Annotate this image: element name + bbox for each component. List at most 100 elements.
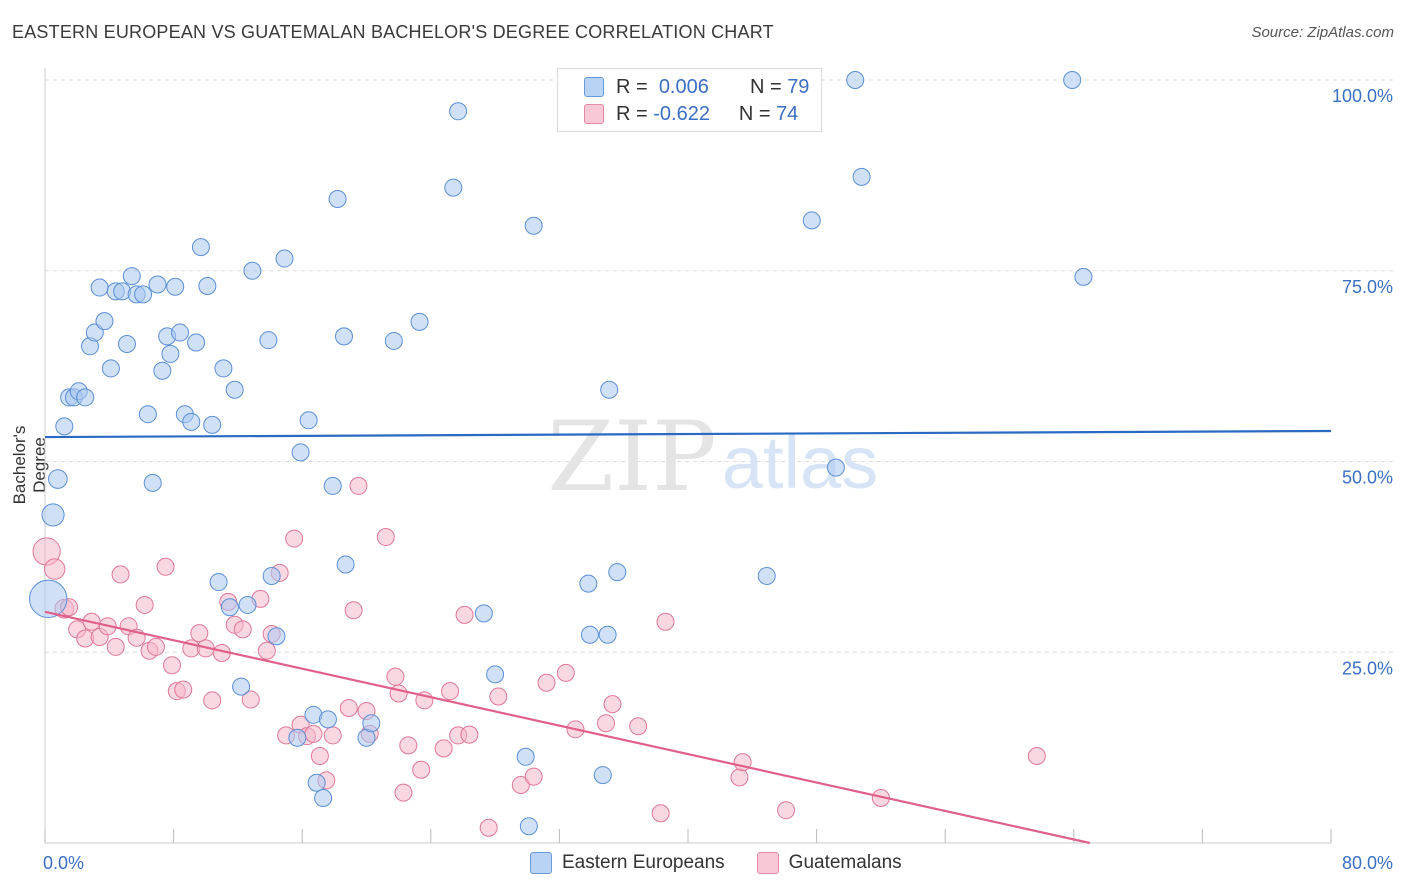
data-point xyxy=(76,388,95,407)
r-value: -0.622 xyxy=(653,102,710,125)
data-point xyxy=(90,278,109,297)
data-point xyxy=(166,277,185,296)
r-label: R = xyxy=(616,75,648,98)
data-point xyxy=(138,405,157,424)
data-point xyxy=(580,625,599,644)
source-label: Source: ZipAtlas.com xyxy=(1251,24,1394,41)
trend-line-eastern-europeans xyxy=(44,429,1332,439)
data-point xyxy=(384,331,403,350)
data-point xyxy=(524,767,543,786)
data-point xyxy=(162,656,181,675)
series-legend: Eastern Europeans Guatemalans xyxy=(530,852,934,874)
data-point xyxy=(232,677,251,696)
data-point xyxy=(349,476,368,495)
data-point xyxy=(203,691,222,710)
data-point xyxy=(777,801,796,820)
data-point xyxy=(198,277,217,296)
y-tick-label: 25.0% xyxy=(1342,658,1393,678)
y-tick-label: 50.0% xyxy=(1342,468,1393,488)
r-value: 0.006 xyxy=(658,75,709,98)
data-point xyxy=(143,473,162,492)
data-point xyxy=(434,739,453,758)
n-value: 74 xyxy=(776,102,799,125)
data-point xyxy=(243,261,262,280)
data-point xyxy=(757,566,776,585)
data-point xyxy=(275,249,294,268)
pink-swatch xyxy=(756,852,779,874)
data-point xyxy=(314,788,333,807)
guatemalans-points xyxy=(32,476,1046,837)
data-point xyxy=(598,625,617,644)
stats-legend-row-eastern: R = 0.006 N = 79 xyxy=(584,75,809,99)
data-point xyxy=(441,682,460,701)
data-point xyxy=(299,411,318,430)
eastern-europeans-points xyxy=(29,71,1093,836)
data-point xyxy=(323,726,342,745)
data-point xyxy=(101,359,120,378)
data-point xyxy=(339,698,358,717)
data-point xyxy=(135,595,154,614)
data-point xyxy=(730,768,749,787)
r-label: R = xyxy=(616,102,648,125)
n-label: N = xyxy=(749,75,782,98)
data-point xyxy=(55,417,74,436)
data-point xyxy=(474,604,493,623)
tick-labels: 100.0% 75.0% 50.0% 25.0% 0.0% 80.0% xyxy=(43,86,1393,873)
x-tick-label: 0.0% xyxy=(43,853,84,873)
data-point xyxy=(852,167,871,186)
data-point xyxy=(262,566,281,585)
data-point xyxy=(1074,267,1093,286)
data-point xyxy=(455,605,474,624)
n-label: N = xyxy=(738,102,771,125)
legend-item-guatemalans[interactable]: Guatemalans xyxy=(756,852,902,874)
data-point xyxy=(304,724,323,743)
chart-title: EASTERN EUROPEAN VS GUATEMALAN BACHELOR'… xyxy=(12,22,774,42)
data-point xyxy=(257,641,276,660)
data-point xyxy=(399,736,418,755)
data-point xyxy=(190,624,209,643)
data-point xyxy=(203,415,222,434)
data-point xyxy=(233,620,252,639)
data-point xyxy=(579,574,598,593)
data-point xyxy=(593,766,612,785)
data-point xyxy=(386,667,405,686)
data-point xyxy=(511,776,530,795)
axes xyxy=(44,68,1332,844)
data-point xyxy=(600,380,619,399)
data-point xyxy=(307,773,326,792)
legend-label: Guatemalans xyxy=(788,852,902,873)
data-point xyxy=(537,673,556,692)
data-point xyxy=(389,684,408,703)
data-point xyxy=(362,714,381,733)
data-point xyxy=(267,627,286,646)
data-point xyxy=(516,747,535,766)
data-point xyxy=(111,565,130,584)
data-point xyxy=(846,71,865,89)
data-point xyxy=(117,334,136,353)
trend-lines xyxy=(44,429,1332,845)
data-point xyxy=(182,412,201,431)
data-point xyxy=(460,725,479,744)
data-point xyxy=(651,804,670,823)
y-tick-label: 100.0% xyxy=(1332,86,1393,106)
gridlines xyxy=(45,79,1393,653)
data-point xyxy=(336,555,355,574)
data-point xyxy=(288,728,307,747)
data-point xyxy=(608,563,627,582)
data-point xyxy=(134,285,153,304)
data-point xyxy=(519,817,538,836)
legend-item-eastern-europeans[interactable]: Eastern Europeans xyxy=(530,852,725,874)
data-point xyxy=(603,695,622,714)
data-point xyxy=(29,579,68,619)
data-point xyxy=(238,595,257,614)
data-point xyxy=(285,529,304,548)
data-point xyxy=(310,747,329,766)
pink-swatch xyxy=(584,104,604,124)
data-point xyxy=(328,190,347,209)
data-point xyxy=(412,760,431,779)
data-point xyxy=(106,637,125,656)
legend-label: Eastern Europeans xyxy=(562,852,725,873)
data-point xyxy=(43,558,66,580)
data-point xyxy=(122,267,141,286)
